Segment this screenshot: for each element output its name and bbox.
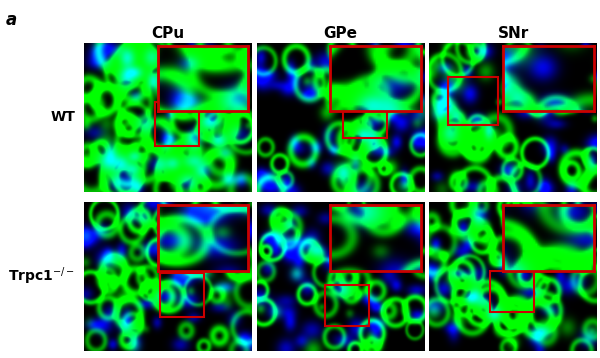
Bar	[490, 271, 534, 312]
Text: Trpc1$^{-/-}$: Trpc1$^{-/-}$	[8, 266, 75, 287]
Bar	[325, 285, 369, 326]
Bar	[343, 98, 386, 138]
Text: GPe: GPe	[323, 26, 358, 41]
Bar	[160, 273, 203, 316]
Text: WT: WT	[50, 110, 75, 124]
Bar	[155, 102, 199, 146]
Text: a: a	[6, 11, 17, 29]
Text: CPu: CPu	[151, 26, 184, 41]
Bar	[448, 77, 499, 125]
Text: SNr: SNr	[497, 26, 529, 41]
